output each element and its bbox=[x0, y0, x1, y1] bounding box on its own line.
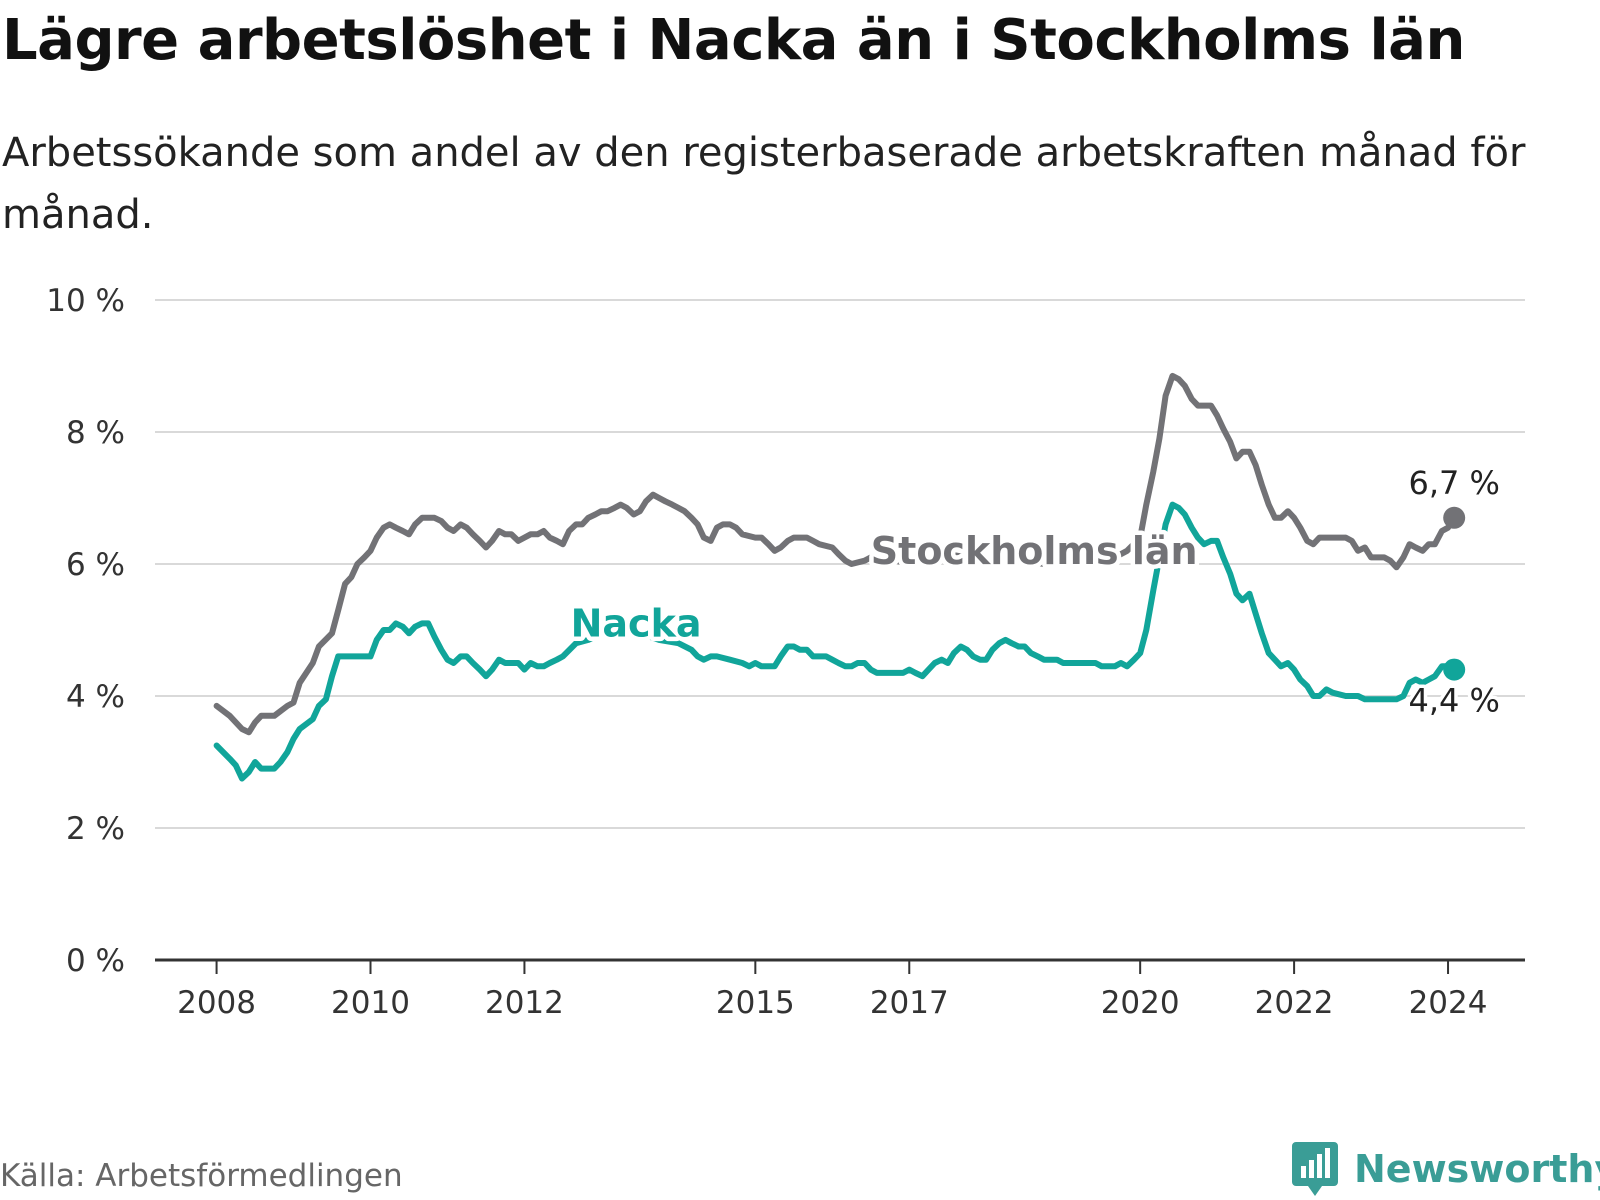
y-tick-label: 8 % bbox=[66, 415, 125, 451]
y-tick-label: 2 % bbox=[66, 811, 125, 847]
source-note: Källa: Arbetsförmedlingen bbox=[0, 1158, 403, 1194]
x-tick-label: 2015 bbox=[716, 985, 795, 1021]
y-tick-label: 4 % bbox=[66, 679, 125, 715]
x-tick-label: 2020 bbox=[1101, 985, 1180, 1021]
x-tick-label: 2008 bbox=[177, 985, 256, 1021]
series-label-nacka: Nacka bbox=[571, 602, 702, 646]
x-tick-label: 2017 bbox=[870, 985, 949, 1021]
y-tick-label: 0 % bbox=[66, 943, 125, 979]
x-tick-label: 2024 bbox=[1409, 985, 1488, 1021]
end-value-label-nacka: 4,4 % bbox=[1408, 682, 1499, 720]
label-layer: 0 % 2 % 4 % 6 % 8 % 10 % 2008 2010 2012 2015 2017 2… bbox=[46, 283, 1503, 1021]
y-tick-label: 6 % bbox=[66, 547, 125, 583]
series-line-nacka bbox=[213, 501, 1458, 782]
series-layer bbox=[213, 372, 1466, 782]
x-tick-label: 2012 bbox=[485, 985, 564, 1021]
brand-name: Newsworthy bbox=[1354, 1147, 1600, 1191]
brand-logo[interactable]: Newsworthy bbox=[1290, 1138, 1600, 1200]
page-subtitle: Arbetssökande som andel av den registerb… bbox=[2, 130, 1526, 238]
series-label-stockholms-lan: Stockholms län bbox=[871, 529, 1198, 573]
grid-layer bbox=[155, 299, 1525, 974]
end-point-nacka bbox=[1443, 658, 1466, 681]
newsworthy-logo-icon bbox=[1292, 1142, 1338, 1196]
x-tick-label: 2010 bbox=[331, 985, 410, 1021]
end-point-stockholms-lan bbox=[1443, 506, 1466, 529]
page-title: Lägre arbetslöshet i Nacka än i Stockhol… bbox=[2, 8, 1465, 73]
line-chart: 0 % 2 % 4 % 6 % 8 % 10 % 2008 2010 2012 2015 2017 2… bbox=[46, 283, 1525, 1021]
end-value-label-stockholms-lan: 6,7 % bbox=[1408, 464, 1499, 502]
series-line-stockholms-lan bbox=[213, 372, 1458, 736]
y-tick-label: 10 % bbox=[46, 283, 125, 319]
x-tick-label: 2022 bbox=[1255, 985, 1334, 1021]
